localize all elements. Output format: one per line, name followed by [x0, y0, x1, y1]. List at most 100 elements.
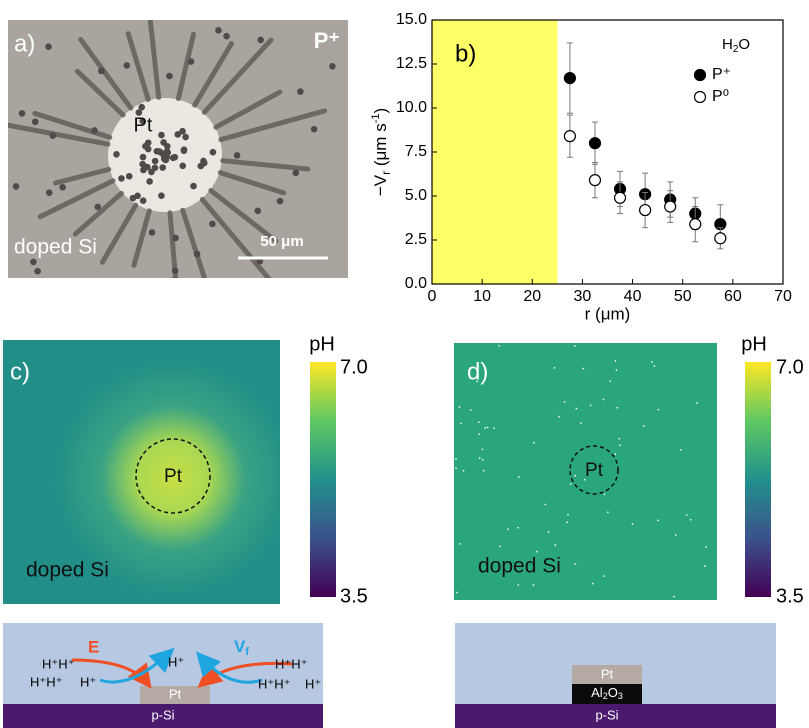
- noise-speck: [455, 467, 457, 469]
- noise-speck: [680, 449, 682, 451]
- particle: [98, 68, 105, 75]
- particle: [113, 287, 120, 294]
- particle: [172, 235, 179, 242]
- noise-speck: [544, 504, 546, 506]
- x-tick-label: 30: [574, 288, 592, 305]
- noise-speck: [482, 459, 484, 461]
- noise-speck: [479, 457, 481, 459]
- electrode-label: Pt: [134, 114, 153, 136]
- particle: [91, 127, 98, 134]
- colorbar: [310, 362, 336, 597]
- noise-speck: [609, 380, 611, 382]
- particle: [170, 154, 177, 161]
- particle: [125, 11, 132, 18]
- noise-speck: [584, 479, 586, 481]
- proton-label: H⁺H⁺: [258, 676, 291, 691]
- flow-subscript: f: [245, 646, 249, 658]
- electrode-label: Pt: [164, 466, 183, 487]
- noise-speck: [653, 365, 655, 367]
- y-axis-label-part: -1: [370, 114, 382, 124]
- particle: [146, 178, 153, 185]
- electrode-label: Pt: [169, 686, 182, 701]
- ion-label: P⁺: [314, 28, 340, 53]
- noise-speck: [616, 369, 618, 371]
- noise-speck: [518, 476, 520, 478]
- noise-speck: [476, 380, 478, 382]
- x-tick-label: 70: [774, 288, 792, 305]
- particle: [152, 158, 159, 165]
- noise-speck: [463, 470, 465, 472]
- noise-speck: [705, 546, 707, 548]
- formula-part: O: [608, 685, 618, 700]
- particle: [59, 184, 66, 191]
- particle: [160, 139, 167, 146]
- proton-label: H⁺H⁺: [275, 656, 308, 671]
- noise-speck: [690, 519, 692, 521]
- x-axis-label: r (μm): [585, 304, 631, 323]
- micrograph: [0, 0, 348, 311]
- noise-speck: [616, 407, 618, 409]
- noise-speck: [673, 596, 675, 598]
- noise-speck: [643, 425, 645, 427]
- substrate-label: doped Si: [14, 236, 97, 259]
- noise-speck: [456, 592, 458, 594]
- panel-label: a): [14, 30, 35, 57]
- x-tick-label: 50: [674, 288, 692, 305]
- noise-speck: [517, 527, 519, 529]
- colorbar-title: pH: [309, 333, 335, 355]
- colorbar-title: pH: [741, 333, 767, 355]
- particle: [158, 132, 165, 139]
- noise-speck: [607, 511, 609, 513]
- particle: [172, 267, 179, 274]
- y-axis-label: −Vr (μm s-1): [370, 108, 393, 196]
- substrate-label: doped Si: [26, 559, 109, 582]
- noise-speck: [580, 422, 582, 424]
- y-tick-label: 10.0: [396, 99, 427, 116]
- noise-speck: [603, 493, 605, 495]
- data-point: [690, 219, 701, 230]
- noise-speck: [603, 575, 605, 577]
- particle: [46, 189, 53, 196]
- particle: [126, 173, 133, 180]
- noise-speck: [603, 399, 605, 401]
- noise-speck: [675, 534, 677, 536]
- noise-speck: [533, 442, 535, 444]
- noise-speck: [704, 565, 706, 567]
- noise-speck: [696, 402, 698, 404]
- noise-speck: [592, 583, 594, 585]
- particle: [140, 197, 147, 204]
- data-point: [589, 138, 600, 149]
- noise-speck: [564, 401, 566, 403]
- noise-speck: [566, 521, 568, 523]
- particle: [159, 164, 166, 171]
- particle: [277, 198, 284, 205]
- particle: [179, 128, 186, 135]
- flow-symbol: V: [234, 637, 246, 656]
- particle: [158, 192, 165, 199]
- particle: [179, 163, 186, 170]
- substrate-label: p-Si: [151, 707, 174, 722]
- x-tick-label: 0: [428, 288, 437, 305]
- noise-speck: [686, 514, 688, 516]
- particle: [124, 62, 131, 69]
- noise-speck: [455, 458, 457, 460]
- noise-speck: [554, 367, 556, 369]
- noise-speck: [532, 584, 534, 586]
- particle: [118, 175, 125, 182]
- particle: [30, 259, 37, 266]
- data-point: [564, 131, 575, 142]
- noise-speck: [470, 409, 472, 411]
- legend-marker: [695, 92, 706, 103]
- y-axis-label-part: −V: [371, 174, 390, 196]
- y-axis-label-part: (μm s: [371, 123, 390, 171]
- annotation-part: O: [738, 36, 750, 53]
- proton-label: H⁺: [305, 676, 321, 691]
- particle: [215, 27, 222, 34]
- noise-speck: [517, 584, 519, 586]
- scale-bar-label: 50 μm: [260, 233, 303, 250]
- legend-label: P⁰: [712, 88, 729, 105]
- noise-speck: [507, 528, 509, 530]
- noise-speck: [459, 406, 461, 408]
- proton-label: H⁺: [168, 654, 184, 669]
- y-tick-label: 12.5: [396, 55, 427, 72]
